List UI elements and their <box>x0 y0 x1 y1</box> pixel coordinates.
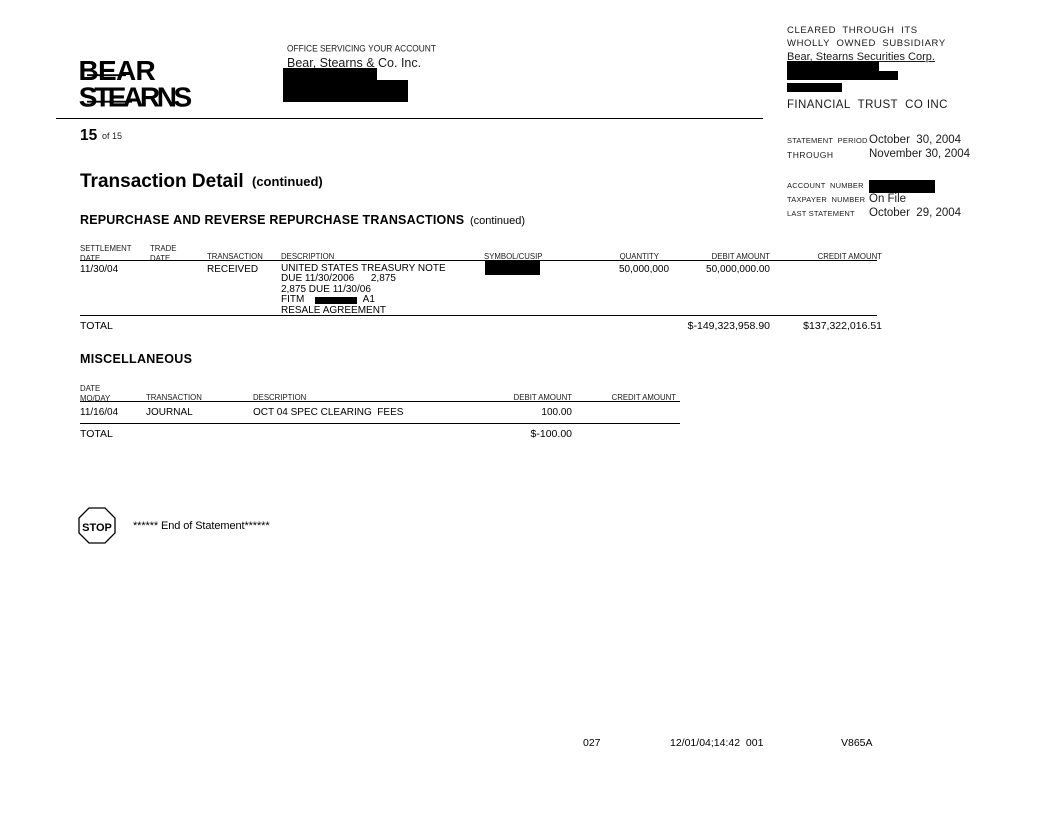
svg-text:STOP: STOP <box>82 522 112 534</box>
svg-text:STEARNS: STEARNS <box>79 82 192 113</box>
